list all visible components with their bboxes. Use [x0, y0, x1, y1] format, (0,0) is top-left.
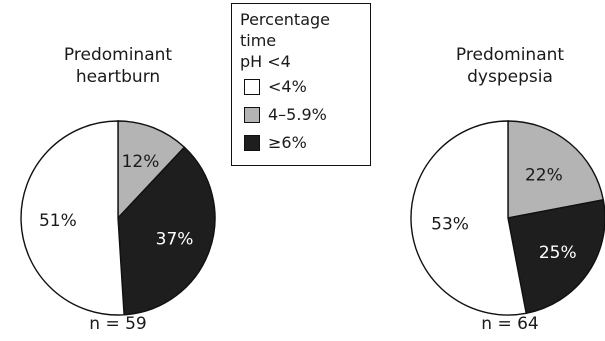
pie-slice-dyspepsia-0: [507, 120, 605, 219]
legend-item-label: <4%: [268, 77, 307, 96]
pie-title-line: heartburn: [75, 67, 161, 87]
legend-swatch: [244, 135, 260, 151]
pie-title-heartburn: Predominant heartburn: [28, 44, 208, 88]
legend-title-line: Percentage time: [240, 10, 331, 50]
legend-swatch: [244, 79, 260, 95]
pie-label-heartburn-0: 12%: [122, 152, 160, 172]
n-label-dyspepsia: n = 64: [481, 314, 539, 334]
pie-slice-dyspepsia-2: [410, 120, 527, 316]
legend-title-line: pH <4: [240, 52, 291, 71]
pie-slice-heartburn-1: [117, 146, 216, 316]
legend-item-label: 4–5.9%: [268, 105, 327, 124]
pie-label-dyspepsia-2: 53%: [431, 214, 469, 234]
pie-title-dyspepsia: Predominant dyspepsia: [420, 44, 600, 88]
legend-swatch: [244, 107, 260, 123]
pie-title-line: Predominant: [455, 45, 565, 65]
pie-slice-heartburn-0: [117, 120, 186, 220]
legend-title: Percentage time pH <4: [240, 9, 370, 72]
pie-slice-heartburn-2: [20, 120, 125, 316]
legend-item-label: ≥6%: [268, 133, 307, 152]
pie-title-line: dyspepsia: [467, 67, 553, 87]
pie-title-line: Predominant: [63, 45, 173, 65]
legend: Percentage time pH <4 <4% 4–5.9% ≥6%: [231, 3, 371, 166]
pie-label-dyspepsia-1: 25%: [539, 243, 577, 263]
pie-label-heartburn-2: 51%: [39, 211, 77, 231]
pie-label-dyspepsia-0: 22%: [525, 166, 563, 186]
pie-label-heartburn-1: 37%: [156, 229, 194, 249]
n-label-heartburn: n = 59: [89, 314, 147, 334]
